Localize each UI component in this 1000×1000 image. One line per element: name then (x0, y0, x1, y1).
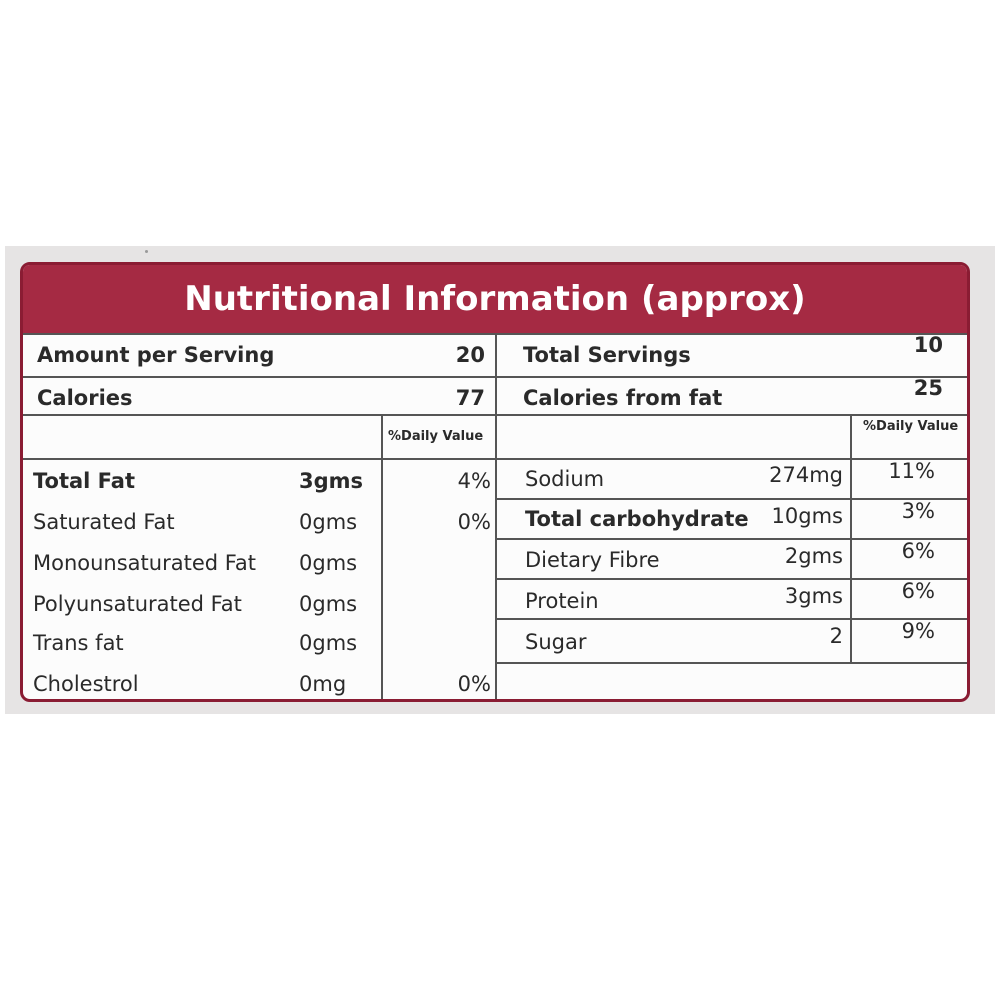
nutrient-daily-value: 6% (901, 579, 935, 603)
calories-from-fat-value: 25 (913, 376, 943, 400)
daily-value-header-right: %Daily Value (863, 419, 959, 434)
total-servings-value: 10 (913, 333, 943, 357)
grid-line (497, 538, 967, 540)
nutrient-name: Protein (525, 589, 599, 613)
grid-line (497, 618, 967, 620)
nutrient-amount: 2gms (784, 544, 843, 568)
nutrient-name: Monounsaturated Fat (33, 551, 257, 575)
amount-per-serving-label: Amount per Serving (37, 343, 275, 367)
nutrient-amount: 0gms (299, 592, 358, 616)
dust-speck (145, 250, 148, 253)
nutrient-amount: 2 (829, 624, 843, 648)
grid-line (497, 662, 967, 664)
nutrient-amount: 0gms (299, 631, 358, 655)
label-header (23, 265, 967, 333)
daily-value-header-left: %Daily Value (388, 429, 484, 444)
nutrient-amount: 0gms (299, 551, 358, 575)
nutrient-daily-value: 3% (901, 499, 935, 523)
label-title: Nutritional Information (approx) (184, 279, 806, 319)
nutrient-name: Cholestrol (33, 672, 139, 696)
nutrient-name: Sodium (525, 467, 605, 491)
nutrient-name: Saturated Fat (33, 510, 175, 534)
nutrient-daily-value: 9% (901, 619, 935, 643)
grid-line (495, 333, 497, 699)
nutrient-name: Total carbohydrate (525, 507, 749, 531)
nutrient-name: Polyunsaturated Fat (33, 592, 242, 616)
grid-line (497, 498, 967, 500)
nutrient-name: Trans fat (33, 631, 124, 655)
calories-label: Calories (37, 386, 133, 410)
nutrient-daily-value: 6% (901, 539, 935, 563)
nutrient-daily-value: 4% (457, 469, 491, 493)
amount-per-serving-value: 20 (455, 343, 485, 367)
nutrient-amount: 0gms (299, 510, 358, 534)
nutrient-daily-value: 0% (457, 672, 491, 696)
grid-line (497, 578, 967, 580)
nutrient-name: Total Fat (33, 469, 136, 493)
nutrient-amount: 0mg (299, 672, 347, 696)
nutrient-amount: 3gms (299, 469, 364, 493)
calories-from-fat-label: Calories from fat (523, 386, 723, 410)
nutrient-name: Sugar (525, 630, 587, 654)
nutrition-label: Nutritional Information (approx) Amount … (20, 262, 970, 702)
nutrient-name: Dietary Fibre (525, 548, 660, 572)
grid-line (381, 414, 383, 699)
nutrient-amount: 3gms (784, 584, 843, 608)
calories-value: 77 (455, 386, 485, 410)
total-servings-label: Total Servings (523, 343, 691, 367)
nutrient-daily-value: 11% (888, 459, 935, 483)
nutrient-amount: 274mg (769, 463, 843, 487)
nutrient-amount: 10gms (771, 504, 843, 528)
nutrient-daily-value: 0% (457, 510, 491, 534)
